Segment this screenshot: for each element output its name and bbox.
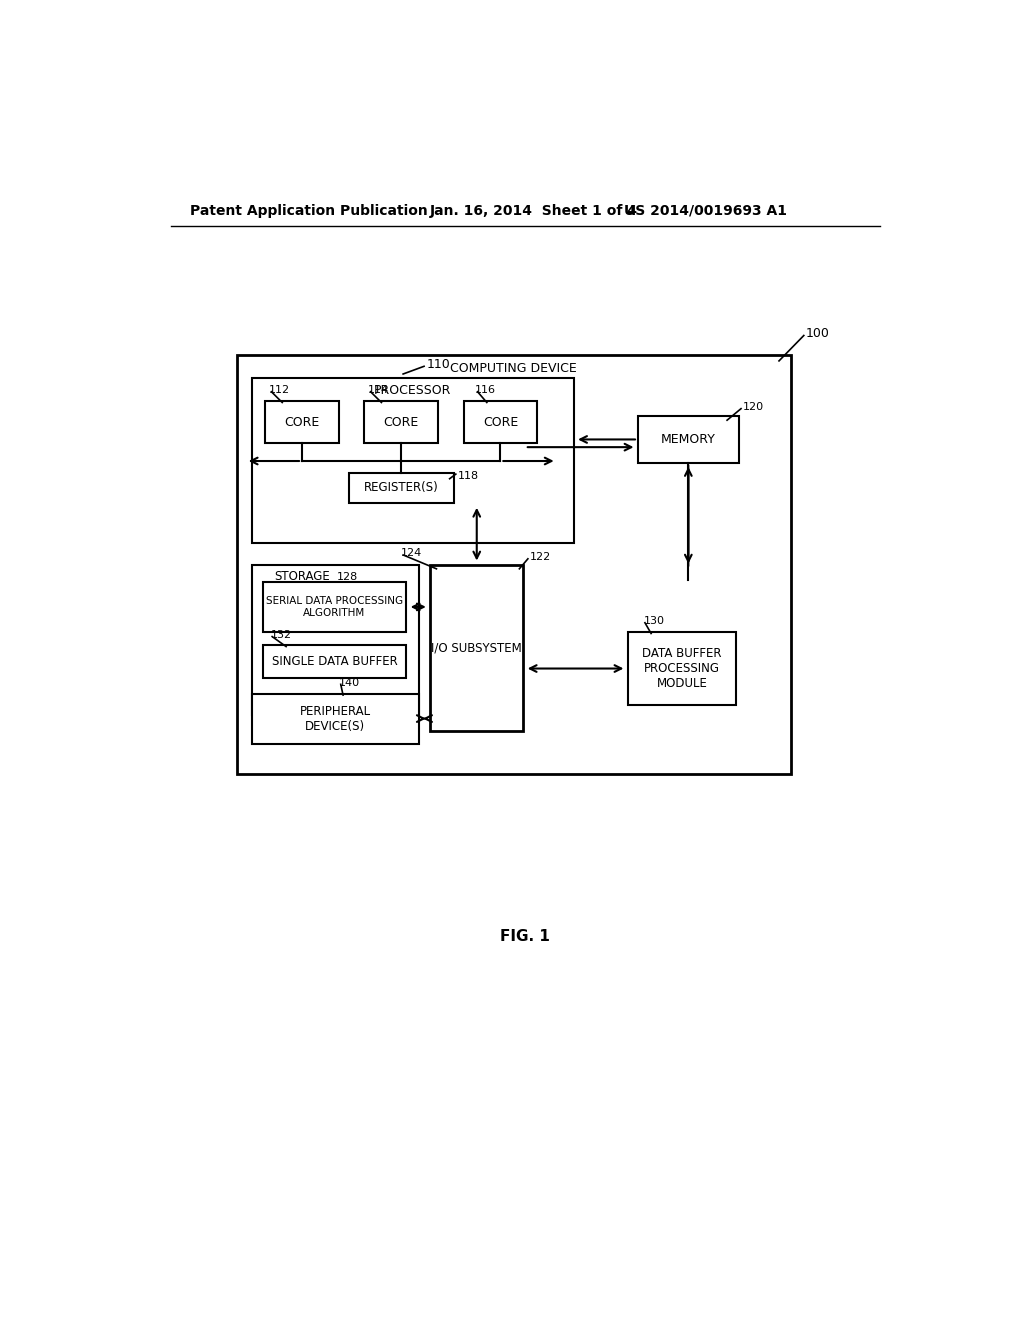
Text: 116: 116 [475,385,497,395]
Text: 114: 114 [369,385,389,395]
Bar [638,416,738,462]
Text: I/O SUBSYSTEM: I/O SUBSYSTEM [431,642,522,655]
Bar [265,401,339,444]
Text: US 2014/0019693 A1: US 2014/0019693 A1 [624,203,787,218]
Bar [430,565,523,730]
Bar [252,378,573,544]
Text: 100: 100 [806,327,830,341]
Bar [263,645,407,678]
Text: 118: 118 [458,471,478,482]
Text: MEMORY: MEMORY [660,433,716,446]
Bar [263,582,407,632]
Text: 110: 110 [426,358,451,371]
Text: 112: 112 [269,385,290,395]
Text: Jan. 16, 2014  Sheet 1 of 4: Jan. 16, 2014 Sheet 1 of 4 [430,203,638,218]
Text: SERIAL DATA PROCESSING
ALGORITHM: SERIAL DATA PROCESSING ALGORITHM [266,597,403,618]
Text: Patent Application Publication: Patent Application Publication [190,203,428,218]
Text: 130: 130 [643,616,665,626]
Text: 120: 120 [742,403,764,412]
Text: REGISTER(S): REGISTER(S) [364,482,438,495]
Text: 132: 132 [270,630,292,640]
Text: CORE: CORE [384,416,419,429]
Text: STORAGE: STORAGE [274,570,331,583]
Text: DATA BUFFER
PROCESSING
MODULE: DATA BUFFER PROCESSING MODULE [642,647,722,690]
Text: 122: 122 [529,552,551,562]
Text: CORE: CORE [285,416,319,429]
Bar [349,473,454,503]
Bar [237,355,791,775]
Text: 124: 124 [400,548,422,558]
Text: COMPUTING DEVICE: COMPUTING DEVICE [451,362,577,375]
Bar [628,632,736,705]
Bar [464,401,538,444]
Text: CORE: CORE [482,416,518,429]
Text: 140: 140 [339,677,360,688]
Bar [365,401,438,444]
Text: 128: 128 [337,572,358,582]
Text: PROCESSOR: PROCESSOR [374,384,452,397]
Bar [252,693,419,743]
Text: SINGLE DATA BUFFER: SINGLE DATA BUFFER [271,655,397,668]
Bar [252,565,419,715]
Text: PERIPHERAL
DEVICE(S): PERIPHERAL DEVICE(S) [300,705,371,733]
Text: FIG. 1: FIG. 1 [500,928,550,944]
